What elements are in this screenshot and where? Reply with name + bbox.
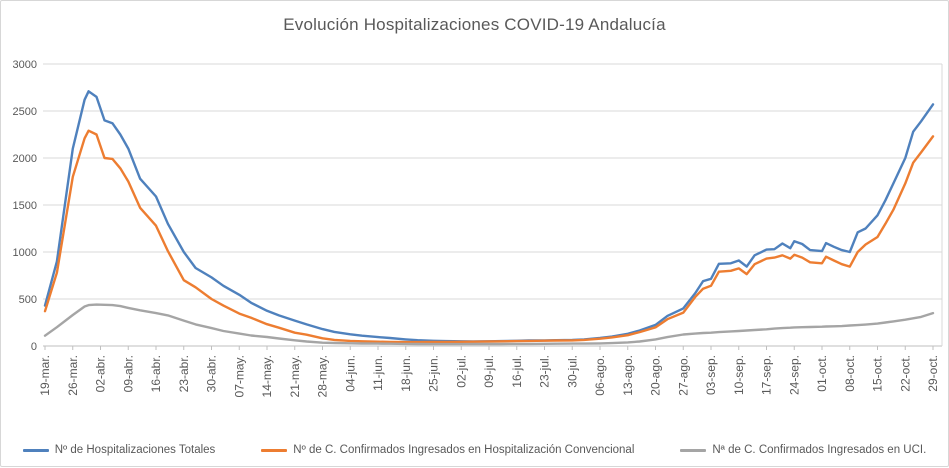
- x-axis-label: 03-sep.: [704, 355, 718, 395]
- legend-label-uci: Nª de C. Confirmados Ingresados en UCI.: [712, 444, 927, 456]
- x-axis-label: 16-abr.: [149, 355, 163, 392]
- y-axis-label: 1000: [13, 247, 37, 259]
- y-axis-label: 2500: [13, 106, 37, 118]
- x-axis-label: 22-oct.: [898, 355, 912, 392]
- x-axis-label: 01-oct.: [815, 355, 829, 392]
- x-axis-label: 13-ago.: [621, 355, 635, 396]
- x-axis-label: 28-may.: [316, 355, 330, 397]
- x-axis-label: 26-mar.: [66, 355, 80, 396]
- x-axis-label: 04-jun.: [343, 355, 357, 392]
- legend-line-swatch-totales: [22, 448, 49, 452]
- x-axis-label: 19-mar.: [38, 355, 52, 396]
- y-axis-label: 500: [19, 294, 37, 306]
- line-hospitalizaciones-totales: [43, 90, 935, 343]
- x-axis-label: 06-ago.: [593, 355, 607, 396]
- x-axis-label: 07-may.: [232, 355, 246, 397]
- legend-item-ingresados-uci: Nª de C. Confirmados Ingresados en UCI.: [680, 444, 926, 456]
- x-axis-label: 24-sep.: [787, 355, 801, 395]
- x-axis-label: 11-jun.: [371, 355, 385, 391]
- line-ingresados-convencional: [43, 129, 935, 344]
- chart-title: Evolución Hospitalizaciones COVID-19 And…: [283, 15, 666, 34]
- y-axis-label: 2000: [13, 153, 37, 165]
- x-axis-label: 27-ago.: [676, 355, 690, 396]
- x-axis-label: 14-may.: [260, 355, 274, 397]
- x-axis-label: 16-jul.: [510, 355, 524, 388]
- legend-label-convencional: Nº de C. Confirmados Ingresados en Hospi…: [293, 444, 635, 456]
- x-axis-label: 17-sep.: [760, 355, 774, 395]
- x-axis-label: 10-sep.: [732, 355, 746, 395]
- line-ingresados-uci: [43, 303, 935, 346]
- x-axis-label: 25-jun.: [427, 355, 441, 392]
- y-axis-label: 3000: [13, 59, 37, 71]
- legend-line-swatch-convencional: [261, 448, 288, 452]
- x-axis-label: 15-oct.: [871, 355, 885, 392]
- legend-item-ingresados-convencional: Nº de C. Confirmados Ingresados en Hospi…: [261, 444, 634, 456]
- legend-line-swatch-uci: [680, 448, 707, 452]
- x-axis-label: 08-oct.: [843, 355, 857, 392]
- x-axis-label: 30-jul.: [565, 355, 579, 388]
- x-axis-label: 23-jul.: [538, 355, 552, 388]
- x-axis-label: 18-jun.: [399, 355, 413, 392]
- x-axis-label: 09-abr.: [121, 355, 135, 392]
- x-axis-label: 02-jul.: [454, 355, 468, 388]
- legend-item-hospitalizaciones-totales: Nº de Hospitalizaciones Totales: [22, 444, 216, 456]
- x-axis-label: 20-ago.: [649, 355, 663, 396]
- x-axis-label: 30-abr.: [205, 355, 219, 392]
- x-axis-label: 21-may.: [288, 355, 302, 397]
- x-axis-label: 23-abr.: [177, 355, 191, 392]
- legend: Nº de Hospitalizaciones Totales Nº de C.…: [1, 444, 948, 456]
- y-axis-label: 0: [31, 341, 37, 353]
- legend-label-totales: Nº de Hospitalizaciones Totales: [54, 444, 216, 456]
- x-axis-label: 29-oct.: [926, 355, 940, 392]
- x-axis-label: 09-jul.: [482, 355, 496, 388]
- x-axis-label: 02-abr.: [94, 355, 108, 392]
- y-axis-label: 1500: [13, 200, 37, 212]
